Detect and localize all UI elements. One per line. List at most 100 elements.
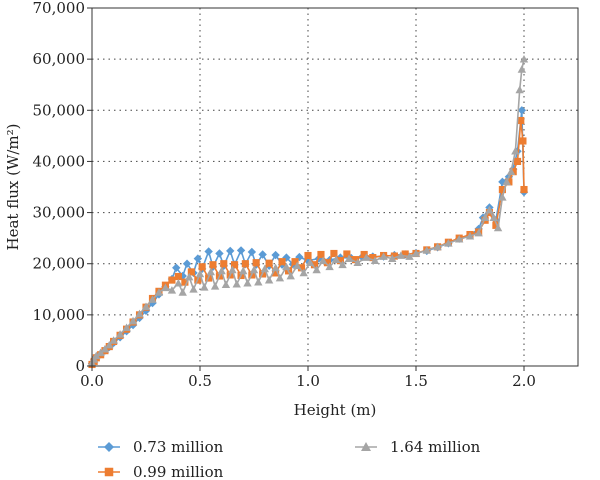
data-point — [215, 249, 224, 258]
legend-item: 0.99 million — [98, 463, 224, 480]
data-point — [312, 265, 321, 274]
data-point — [181, 278, 189, 286]
data-point — [515, 85, 524, 94]
data-point — [370, 256, 380, 265]
data-point — [433, 242, 442, 251]
data-point — [148, 295, 157, 303]
data-point — [506, 167, 516, 176]
x-tick-label: 1.5 — [404, 372, 428, 390]
data-point — [310, 261, 319, 269]
data-point — [249, 265, 259, 274]
data-point — [360, 250, 368, 259]
data-point — [265, 259, 273, 267]
data-point — [411, 249, 421, 257]
data-point — [401, 250, 409, 258]
data-point — [154, 288, 164, 296]
legend-item: 0.73 million — [98, 438, 224, 456]
data-point — [492, 221, 500, 229]
data-point — [297, 264, 306, 272]
y-tick-label: 60,000 — [33, 50, 86, 68]
data-point — [187, 268, 195, 276]
data-point — [520, 185, 528, 194]
y-tick-label: 20,000 — [33, 255, 86, 273]
data-point — [100, 344, 110, 353]
legend-marker — [361, 442, 371, 451]
legend-marker — [104, 442, 114, 452]
data-point — [343, 250, 351, 258]
data-point — [271, 250, 280, 260]
data-point — [228, 265, 237, 274]
data-point — [182, 259, 192, 268]
data-point — [193, 254, 203, 263]
y-tick-label: 10,000 — [33, 306, 86, 324]
legend-marker — [104, 467, 114, 477]
data-point — [247, 247, 257, 257]
data-point — [275, 273, 285, 282]
data-point — [278, 258, 286, 266]
data-point — [141, 302, 151, 311]
y-tick-label: 50,000 — [33, 101, 86, 119]
data-point — [379, 252, 388, 260]
data-point — [498, 193, 507, 201]
data-point — [325, 262, 334, 271]
data-point — [195, 269, 205, 278]
data-point — [172, 263, 181, 273]
data-point — [109, 336, 118, 344]
data-point — [282, 262, 291, 271]
data-point — [517, 116, 525, 125]
data-point — [513, 157, 522, 165]
data-point — [362, 253, 371, 261]
series-1-64-million — [87, 54, 529, 367]
data-point — [291, 258, 299, 266]
data-point — [485, 205, 494, 214]
data-point — [323, 259, 332, 267]
data-point — [493, 223, 503, 232]
data-point — [92, 351, 101, 360]
data-point — [388, 254, 397, 262]
data-point — [517, 65, 527, 73]
data-point — [221, 280, 231, 289]
legend-label: 0.99 million — [133, 463, 224, 480]
data-point — [511, 147, 520, 155]
data-point — [338, 260, 347, 269]
data-point — [185, 272, 194, 281]
data-point — [519, 54, 529, 63]
data-point — [210, 282, 220, 290]
data-point — [396, 251, 406, 259]
data-point — [115, 330, 125, 338]
data-point — [455, 234, 464, 243]
data-point — [209, 261, 217, 269]
data-point — [239, 266, 248, 275]
data-point — [264, 275, 274, 284]
data-point — [206, 267, 215, 276]
grid — [92, 8, 578, 366]
y-tick-label: 30,000 — [33, 204, 86, 222]
data-point — [232, 279, 241, 288]
data-point — [293, 261, 302, 270]
data-point — [305, 258, 315, 267]
data-point — [252, 259, 260, 267]
y-tick-label: 40,000 — [33, 152, 86, 170]
data-point — [96, 348, 105, 357]
data-point — [498, 177, 507, 187]
data-point — [405, 252, 414, 260]
data-point — [271, 263, 280, 272]
data-point — [230, 261, 239, 269]
data-point — [135, 309, 144, 318]
data-point — [226, 246, 235, 256]
data-point — [519, 137, 527, 145]
data-point — [167, 286, 177, 294]
data-point — [198, 263, 206, 271]
data-point — [502, 177, 511, 186]
data-point — [105, 340, 114, 349]
data-point — [286, 271, 295, 280]
legend-label: 1.64 million — [390, 438, 481, 456]
data-point — [272, 269, 280, 277]
data-point — [174, 272, 182, 281]
data-point — [161, 283, 170, 292]
x-axis: 0.0 0.5 1.0 1.5 2.0 — [80, 366, 536, 390]
data-point — [517, 106, 527, 115]
data-point — [174, 278, 183, 287]
legend-label: 0.73 million — [133, 438, 224, 456]
